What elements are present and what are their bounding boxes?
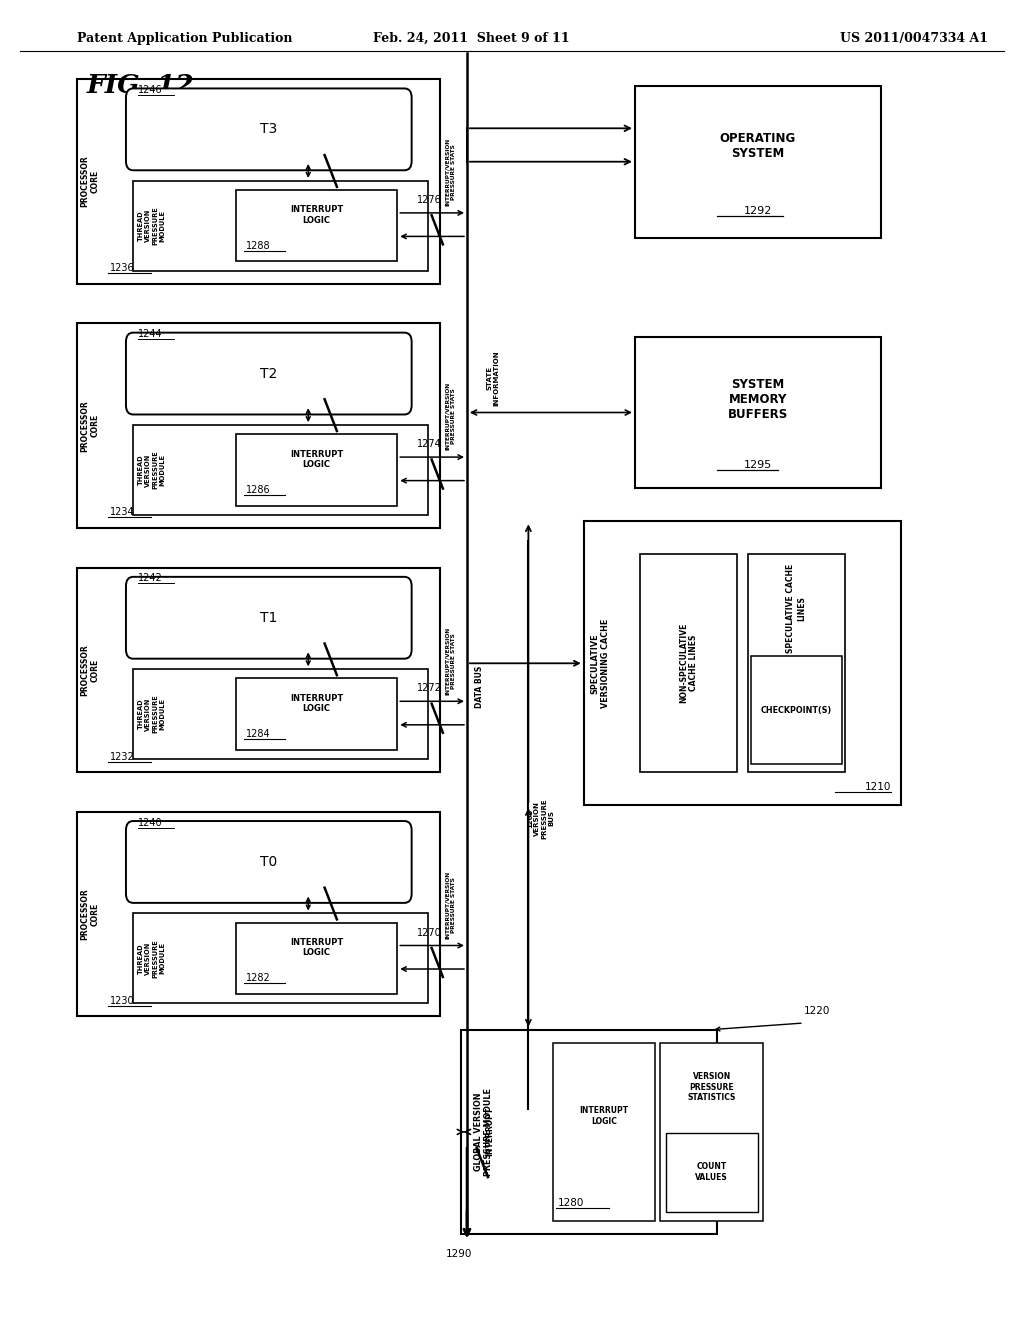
- Text: 1290: 1290: [445, 1249, 472, 1259]
- Text: OPERATING
SYSTEM: OPERATING SYSTEM: [720, 132, 796, 160]
- Text: GLOBAL VERSION
PRESSURE MODULE: GLOBAL VERSION PRESSURE MODULE: [474, 1088, 493, 1176]
- FancyBboxPatch shape: [126, 577, 412, 659]
- Text: T2: T2: [260, 367, 278, 380]
- Text: T0: T0: [260, 855, 278, 869]
- Text: INTERRUPT
LOGIC: INTERRUPT LOGIC: [290, 450, 343, 469]
- Bar: [584, 521, 901, 805]
- Text: 1232: 1232: [110, 751, 134, 762]
- Text: PROCESSOR
CORE: PROCESSOR CORE: [81, 644, 99, 696]
- Text: 1210: 1210: [864, 781, 891, 792]
- Bar: [133, 913, 428, 1003]
- Text: INTERRUPT
LOGIC: INTERRUPT LOGIC: [580, 1106, 629, 1126]
- Bar: [236, 923, 397, 994]
- Text: DATA BUS: DATA BUS: [475, 665, 483, 708]
- Text: 1244: 1244: [138, 329, 163, 339]
- Text: THREAD
VERSION
PRESSURE
MODULE: THREAD VERSION PRESSURE MODULE: [138, 939, 165, 978]
- Text: 1284: 1284: [246, 729, 270, 739]
- Text: 1286: 1286: [246, 484, 270, 495]
- Text: T1: T1: [260, 611, 278, 624]
- Text: SYSTEM
MEMORY
BUFFERS: SYSTEM MEMORY BUFFERS: [728, 378, 787, 421]
- Text: 1230: 1230: [110, 995, 134, 1006]
- Text: Feb. 24, 2011  Sheet 9 of 11: Feb. 24, 2011 Sheet 9 of 11: [373, 32, 569, 45]
- Text: PROCESSOR
CORE: PROCESSOR CORE: [81, 400, 99, 451]
- Text: 1276: 1276: [417, 195, 441, 205]
- Text: 1295: 1295: [743, 459, 772, 470]
- Text: INTERRUPT
LOGIC: INTERRUPT LOGIC: [290, 694, 343, 713]
- Text: CHECKPOINT(S): CHECKPOINT(S): [761, 706, 831, 714]
- Bar: [751, 656, 842, 764]
- Bar: [660, 1043, 763, 1221]
- Text: 1260
VERSION
PRESSURE
BUS: 1260 VERSION PRESSURE BUS: [527, 799, 554, 838]
- Text: PROCESSOR
CORE: PROCESSOR CORE: [81, 888, 99, 940]
- Text: VERSION
PRESSURE
STATISTICS: VERSION PRESSURE STATISTICS: [687, 1072, 736, 1102]
- Bar: [236, 678, 397, 750]
- Text: 1246: 1246: [138, 84, 163, 95]
- Bar: [77, 568, 440, 772]
- Bar: [635, 86, 881, 238]
- Text: STATE
INFORMATION: STATE INFORMATION: [486, 350, 499, 407]
- Bar: [635, 337, 881, 488]
- Text: THREAD
VERSION
PRESSURE
MODULE: THREAD VERSION PRESSURE MODULE: [138, 450, 165, 490]
- Bar: [133, 425, 428, 515]
- Text: INTERRUPT
LOGIC: INTERRUPT LOGIC: [290, 939, 343, 957]
- Bar: [640, 554, 737, 772]
- Text: Patent Application Publication: Patent Application Publication: [77, 32, 292, 45]
- Text: INTERRUPT/VERSION
PRESSURE STATS: INTERRUPT/VERSION PRESSURE STATS: [445, 383, 456, 450]
- Text: US 2011/0047334 A1: US 2011/0047334 A1: [840, 32, 988, 45]
- Text: T3: T3: [260, 123, 278, 136]
- Text: INTERRUPT/VERSION
PRESSURE STATS: INTERRUPT/VERSION PRESSURE STATS: [445, 627, 456, 694]
- FancyBboxPatch shape: [126, 821, 412, 903]
- Text: THREAD
VERSION
PRESSURE
MODULE: THREAD VERSION PRESSURE MODULE: [138, 206, 165, 246]
- Text: 1288: 1288: [246, 240, 270, 251]
- Bar: [748, 554, 845, 772]
- Text: 1236: 1236: [110, 263, 134, 273]
- Text: INTERRUPT/VERSION
PRESSURE STATS: INTERRUPT/VERSION PRESSURE STATS: [445, 139, 456, 206]
- Text: 1282: 1282: [246, 973, 270, 983]
- Bar: [666, 1133, 758, 1212]
- Text: 1272: 1272: [417, 684, 441, 693]
- Bar: [236, 434, 397, 506]
- Bar: [133, 669, 428, 759]
- Text: INTERRUPT/VERSION
PRESSURE STATS: INTERRUPT/VERSION PRESSURE STATS: [445, 871, 456, 939]
- Bar: [461, 1030, 717, 1234]
- Text: NON-SPECULATIVE
CACHE LINES: NON-SPECULATIVE CACHE LINES: [679, 623, 698, 704]
- FancyBboxPatch shape: [126, 88, 412, 170]
- FancyBboxPatch shape: [126, 333, 412, 414]
- Text: 1240: 1240: [138, 817, 163, 828]
- Text: PROCESSOR
CORE: PROCESSOR CORE: [81, 156, 99, 207]
- Text: THREAD
VERSION
PRESSURE
MODULE: THREAD VERSION PRESSURE MODULE: [138, 694, 165, 734]
- Text: COUNT
VALUES: COUNT VALUES: [695, 1163, 728, 1181]
- Bar: [133, 181, 428, 271]
- Text: 1274: 1274: [417, 440, 441, 449]
- Text: FIG. 12: FIG. 12: [87, 74, 195, 98]
- Bar: [553, 1043, 655, 1221]
- Text: SPECULATIVE CACHE
LINES: SPECULATIVE CACHE LINES: [786, 564, 806, 653]
- Bar: [77, 323, 440, 528]
- Bar: [77, 79, 440, 284]
- Text: 1280: 1280: [558, 1197, 585, 1208]
- Text: 1234: 1234: [110, 507, 134, 517]
- Text: 1242: 1242: [138, 573, 163, 583]
- Text: 1270: 1270: [417, 928, 441, 937]
- Text: 1292: 1292: [743, 206, 772, 216]
- Bar: [77, 812, 440, 1016]
- Text: 1220: 1220: [804, 1006, 830, 1016]
- Text: INTERRUPT
LOGIC: INTERRUPT LOGIC: [290, 206, 343, 224]
- Text: INTERRUPT: INTERRUPT: [485, 1107, 494, 1156]
- Bar: [236, 190, 397, 261]
- Text: SPECULATIVE
VERSIONING CACHE: SPECULATIVE VERSIONING CACHE: [591, 619, 609, 708]
